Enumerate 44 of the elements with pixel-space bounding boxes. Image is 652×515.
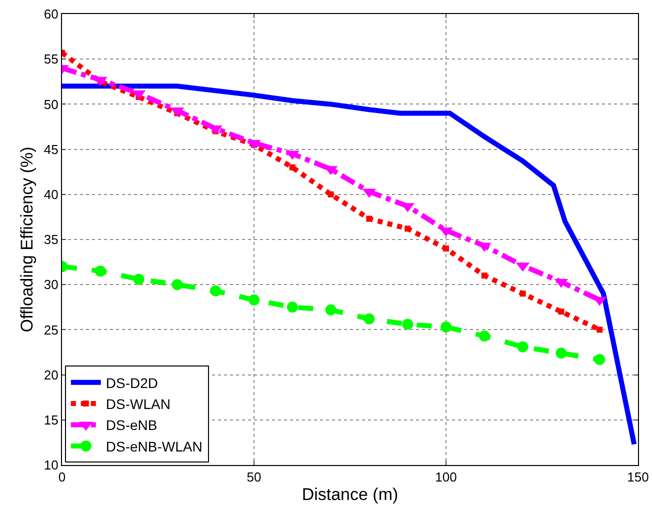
y-tick-label: 15: [44, 412, 58, 428]
x-tick-label: 0: [58, 470, 66, 485]
point: [133, 274, 144, 285]
point: [364, 313, 375, 324]
point: [94, 266, 106, 277]
point: [478, 330, 490, 342]
y-tick-label: 50: [44, 96, 58, 112]
y-axis-title: Offloading Efficiency (%): [17, 146, 36, 332]
y-tick-label: 35: [44, 232, 58, 248]
point: [325, 304, 336, 316]
legend-label: DS-D2D: [106, 374, 158, 391]
point: [556, 348, 567, 359]
point: [402, 318, 414, 330]
legend-label: DS-WLAN: [106, 396, 170, 412]
point: [596, 326, 603, 333]
x-axis-title: Distance (m): [302, 485, 398, 504]
y-tick-label: 45: [44, 142, 58, 157]
point: [440, 321, 452, 332]
y-tick-label: 10: [44, 458, 58, 473]
legend-label: DS-eNB: [106, 417, 158, 434]
x-tick-label: 50: [246, 470, 262, 485]
point: [286, 302, 298, 313]
legend-label: DS-eNB-WLAN: [106, 438, 202, 454]
y-tick-label: 55: [44, 52, 58, 67]
y-tick-label: 25: [44, 322, 58, 338]
point: [366, 216, 372, 222]
y-tick-label: 40: [44, 186, 58, 202]
y-tick-label: 30: [44, 277, 58, 292]
point: [517, 341, 528, 352]
point: [481, 272, 488, 279]
y-tick-label: 60: [44, 6, 58, 22]
point: [558, 308, 564, 315]
x-tick-label: 150: [627, 470, 649, 485]
x-tick-label: 100: [435, 470, 457, 485]
point: [248, 294, 260, 306]
point: [594, 354, 606, 365]
point: [404, 226, 411, 232]
point: [520, 290, 526, 297]
y-tick-label: 20: [44, 367, 58, 382]
point: [443, 246, 449, 252]
point: [210, 285, 222, 296]
point: [289, 164, 296, 170]
point: [172, 279, 183, 290]
point: [328, 191, 334, 198]
